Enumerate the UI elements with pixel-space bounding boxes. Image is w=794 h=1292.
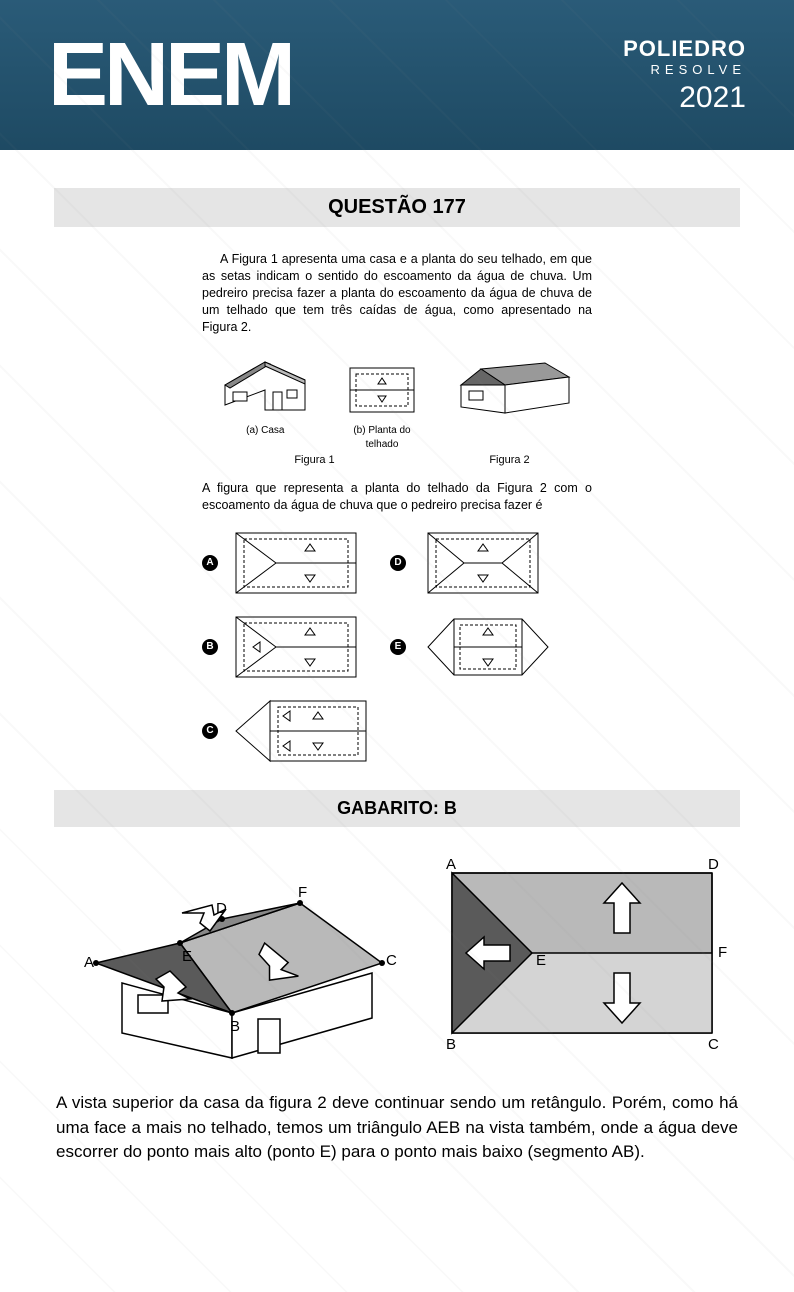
fig2-main-label: Figura 2 bbox=[445, 453, 575, 468]
fig-b-label: (b) Planta do telhado bbox=[342, 424, 422, 451]
option-e-diagram bbox=[418, 611, 558, 683]
answer-bar: GABARITO: B bbox=[54, 790, 740, 827]
content-area: QUESTÃO 177 A Figura 1 apresenta uma cas… bbox=[0, 150, 794, 1165]
figure-1a-house bbox=[215, 350, 315, 420]
brand-name: POLIEDRO bbox=[623, 36, 746, 62]
pt3d-F: F bbox=[298, 884, 307, 901]
enem-logo: ENEM bbox=[48, 24, 292, 127]
figure-2-house bbox=[449, 345, 579, 420]
option-a-diagram bbox=[230, 527, 370, 599]
question-title: QUESTÃO 177 bbox=[54, 188, 740, 227]
option-d-diagram bbox=[418, 527, 558, 599]
question-paragraph-1: A Figura 1 apresenta uma casa e a planta… bbox=[202, 251, 592, 335]
option-c-diagram bbox=[230, 695, 380, 767]
ptplan-F: F bbox=[718, 944, 727, 961]
brand-sub: RESOLVE bbox=[623, 62, 746, 77]
solution-plan: A B C D E F bbox=[432, 853, 732, 1053]
solution-3d-house: A B C D E F bbox=[62, 853, 402, 1063]
pt3d-E: E bbox=[182, 948, 192, 965]
pt3d-D: D bbox=[216, 900, 227, 917]
option-d-letter: D bbox=[390, 555, 406, 571]
option-c-letter: C bbox=[202, 723, 218, 739]
brand-year: 2021 bbox=[623, 81, 746, 115]
question-body: A Figura 1 apresenta uma casa e a planta… bbox=[202, 251, 592, 770]
pt3d-B: B bbox=[230, 1018, 240, 1035]
ptplan-B: B bbox=[446, 1036, 456, 1053]
ptplan-A: A bbox=[446, 856, 456, 873]
figure-1-row bbox=[202, 345, 592, 420]
figure-sublabels: (a) Casa (b) Planta do telhado bbox=[202, 424, 592, 451]
ptplan-D: D bbox=[708, 856, 719, 873]
pt3d-C: C bbox=[386, 952, 397, 969]
fig1-main-label: Figura 1 bbox=[220, 453, 410, 468]
option-b-diagram bbox=[230, 611, 370, 683]
question-paragraph-2: A figura que representa a planta do telh… bbox=[202, 480, 592, 514]
options-grid: A D B bbox=[202, 524, 592, 770]
figure-1b-plan bbox=[342, 360, 422, 420]
option-a-letter: A bbox=[202, 555, 218, 571]
fig-a-label: (a) Casa bbox=[215, 424, 315, 451]
option-b-letter: B bbox=[202, 639, 218, 655]
ptplan-E: E bbox=[536, 952, 546, 969]
explanation-text: A vista superior da casa da figura 2 dev… bbox=[54, 1091, 740, 1165]
page-header: ENEM POLIEDRO RESOLVE 2021 bbox=[0, 0, 794, 150]
figure-main-labels: Figura 1 Figura 2 bbox=[202, 453, 592, 468]
solution-figures: A B C D E F A B bbox=[54, 853, 740, 1063]
ptplan-C: C bbox=[708, 1036, 719, 1053]
brand-block: POLIEDRO RESOLVE 2021 bbox=[623, 36, 746, 115]
option-e-letter: E bbox=[390, 639, 406, 655]
pt3d-A: A bbox=[84, 954, 94, 971]
